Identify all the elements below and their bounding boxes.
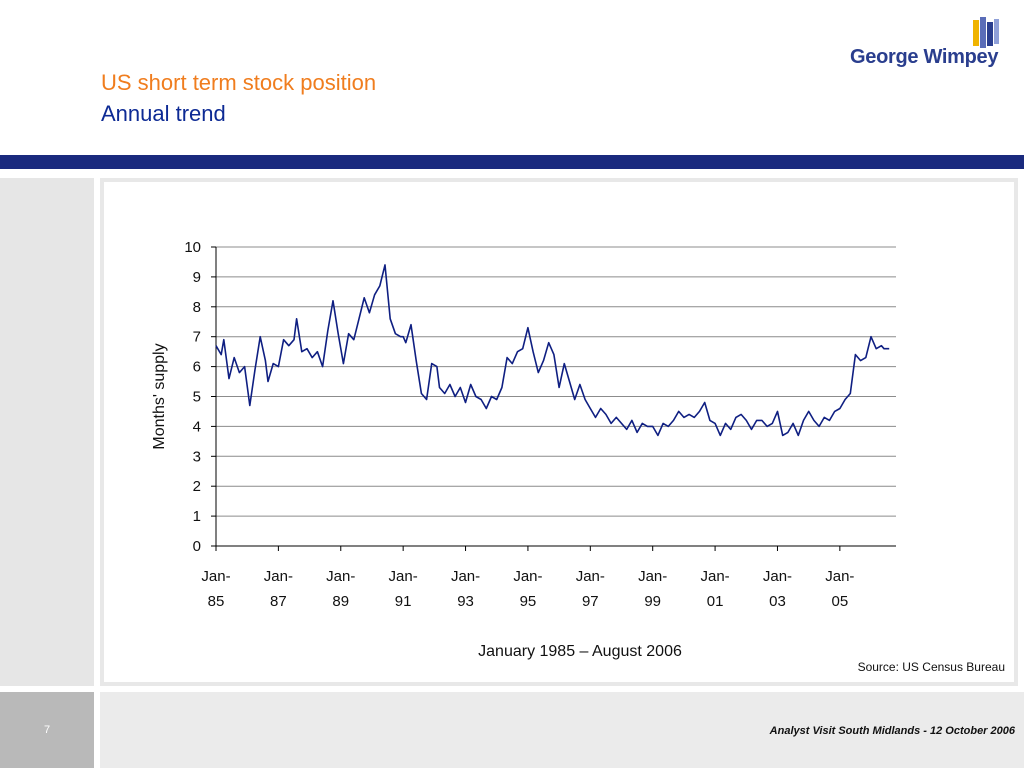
x-tick-label: Jan- [700,568,729,585]
y-tick-label: 7 [193,329,201,346]
y-tick-label: 6 [193,359,201,376]
x-tick-label: 91 [395,593,412,610]
x-tick-label: Jan- [451,568,480,585]
x-tick-label: 05 [832,593,849,610]
x-tick-label: 01 [707,593,724,610]
x-tick-label: Jan- [513,568,542,585]
x-tick-label: 85 [208,593,225,610]
y-tick-label: 2 [193,478,201,495]
y-tick-label: 5 [193,389,201,406]
x-tick-label: 97 [582,593,599,610]
x-axis-label: January 1985 – August 2006 [478,643,682,660]
x-tick-label: Jan- [576,568,605,585]
series-line [215,264,890,437]
x-tick-label: 93 [457,593,474,610]
x-tick-label: 95 [520,593,537,610]
chart-panel: 0 1 2 3 4 5 6 7 8 9 10 Jan- 85 Jan- 87 Jan- 89 Jan- 91 Jan-… [104,182,1014,682]
x-tick-label: Jan- [201,568,230,585]
x-tick-label: 03 [769,593,786,610]
footer-left-panel [0,692,94,768]
header-divider-bar [0,155,1024,169]
y-tick-label: 8 [193,299,201,316]
x-tick-label: Jan- [825,568,854,585]
logo-mark-icon [973,17,999,48]
page-title: US short term stock position [101,70,377,95]
x-tick-label: Jan- [638,568,667,585]
y-tick-label: 10 [184,239,201,256]
logo-text: George Wimpey [850,46,999,68]
y-tick-label: 0 [193,538,201,555]
x-tick-label: Jan- [264,568,293,585]
left-side-panel [0,178,94,686]
y-axis-label: Months' supply [151,343,168,449]
footer-right-panel [100,692,1024,768]
x-tick-label: Jan- [763,568,792,585]
y-tick-label: 4 [193,418,201,435]
y-tick-label: 1 [193,508,201,525]
source-note: Source: US Census Bureau [857,660,1005,674]
x-tick-label: Jan- [389,568,418,585]
george-wimpey-logo: George Wimpey [846,14,1006,74]
y-tick-label: 3 [193,448,201,465]
y-tick-label: 9 [193,269,201,286]
x-tick-label: Jan- [326,568,355,585]
x-tick-label: 99 [644,593,661,610]
x-tick-label: 89 [332,593,349,610]
line-chart: 012345678910Jan-85Jan-87Jan-89Jan-91Jan-… [151,239,896,660]
page-subtitle: Annual trend [101,101,226,126]
page-number: 7 [43,724,51,736]
footer-caption: Analyst Visit South Midlands - 12 Octobe… [769,725,1015,737]
x-tick-label: 87 [270,593,287,610]
